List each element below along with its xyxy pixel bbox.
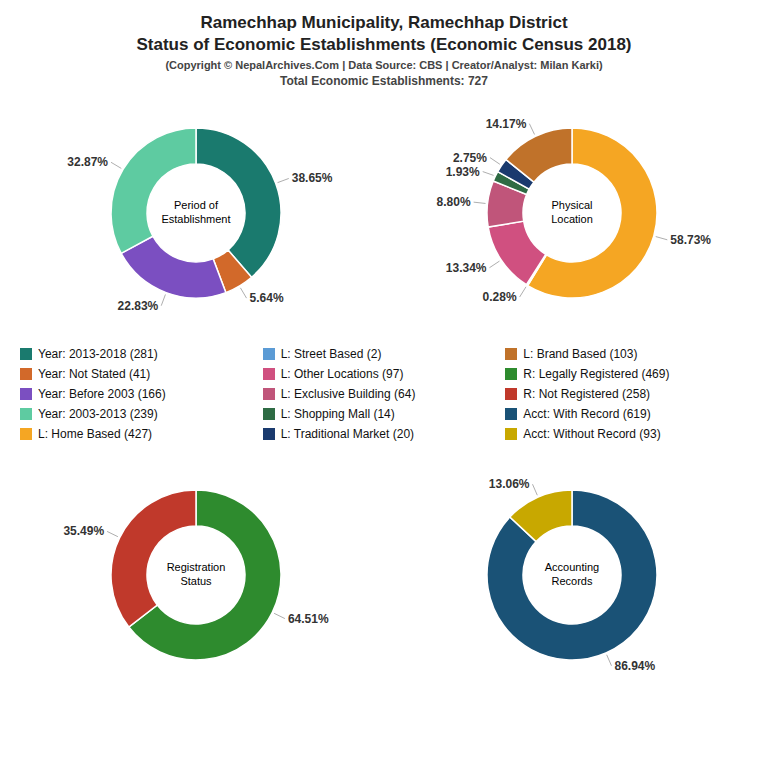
html-text:L: Shopping Mall (14): L: Shopping Mall (14) (280, 407, 395, 422)
html-text:Registration Status: Registration Status (166, 561, 226, 588)
html-text:Acct: With Record (619): Acct: With Record (619) (523, 407, 651, 422)
html-text:R: Legally Registered (469): R: Legally Registered (469) (523, 367, 670, 382)
html-text:L: Brand Based (103): L: Brand Based (103) (523, 347, 638, 362)
html-text:Period of Establishment: Period of Establishment (161, 199, 231, 226)
html-text:L: Traditional Market (20): L: Traditional Market (20) (280, 427, 414, 442)
svg-text:58.73%: 58.73% (670, 233, 711, 247)
html-text:Physical Location: Physical Location (551, 199, 593, 226)
svg-text:14.17%: 14.17% (486, 117, 527, 131)
html-text:L: Home Based (427): L: Home Based (427) (38, 427, 153, 442)
html-text:Year: Not Stated (41): Year: Not Stated (41) (38, 367, 151, 382)
html-text:L: Exclusive Building (64): L: Exclusive Building (64) (280, 387, 416, 402)
html-text:Ramechhap Municipality, Ramech: Ramechhap Municipality, Ramechhap Distri… (136, 13, 632, 55)
html-text:Acct: Without Record (93): Acct: Without Record (93) (523, 427, 661, 442)
svg-text:64.51%: 64.51% (288, 612, 329, 626)
html-text:L: Other Locations (97): L: Other Locations (97) (280, 367, 404, 382)
svg-text:8.80%: 8.80% (437, 195, 471, 209)
html-text:Year: Before 2003 (166): Year: Before 2003 (166) (38, 387, 166, 402)
svg-text:35.49%: 35.49% (63, 525, 104, 539)
html-text:R: Not Registered (258): R: Not Registered (258) (523, 387, 651, 402)
svg-text:1.93%: 1.93% (446, 165, 480, 179)
html-text:L: Street Based (2): L: Street Based (2) (280, 347, 382, 362)
html-text:Year: 2013-2018 (281): Year: 2013-2018 (281) (38, 347, 158, 362)
svg-text:5.64%: 5.64% (250, 291, 284, 305)
html-text:Accounting Records: Accounting Records (544, 561, 600, 588)
svg-text:32.87%: 32.87% (67, 155, 108, 169)
svg-text:38.65%: 38.65% (292, 172, 333, 186)
html-text:Year: 2003-2013 (239): Year: 2003-2013 (239) (38, 407, 158, 422)
svg-text:0.28%: 0.28% (483, 290, 517, 304)
svg-text:22.83%: 22.83% (118, 299, 159, 313)
svg-text:13.34%: 13.34% (446, 261, 487, 275)
svg-text:2.75%: 2.75% (453, 151, 487, 165)
svg-text:86.94%: 86.94% (614, 659, 655, 673)
html-text:(Copyright © NepalArchives.Com: (Copyright © NepalArchives.Com | Data So… (165, 59, 603, 72)
svg-text:13.06%: 13.06% (489, 477, 530, 491)
html-text:Total Economic Establishments:: Total Economic Establishments: 727 (280, 74, 488, 89)
